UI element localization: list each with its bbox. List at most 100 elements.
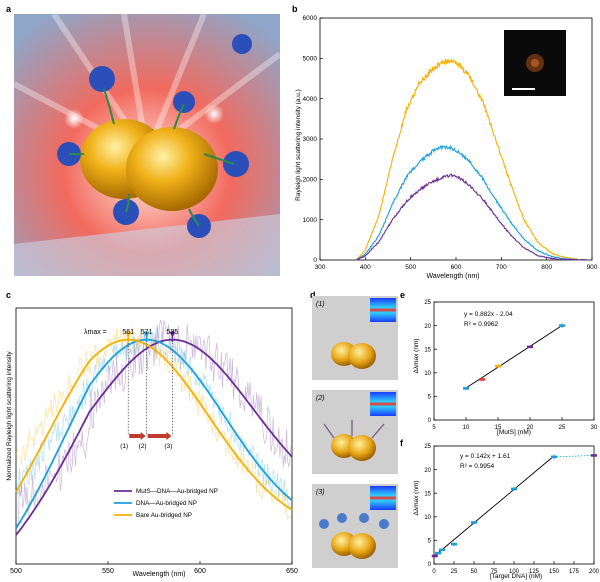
chart-b-xtick-label: 600 <box>451 264 462 271</box>
chart-c-lambda-label: λmax = <box>84 329 107 336</box>
chart-e-ytick-label: 15 <box>424 347 431 353</box>
chart-b-xtick-label: 800 <box>541 264 552 271</box>
chart-c-step-label: (2) <box>139 443 147 450</box>
chart-f-r-squared: R² = 0.9954 <box>460 463 495 470</box>
chart-b-ytick-label: 6000 <box>303 15 318 22</box>
chart-f-point <box>471 521 477 524</box>
chart-f-fit-equation: y = 0.142x + 1.61 <box>460 453 511 460</box>
simulation-panels: (1) (2) (3) <box>312 296 398 568</box>
chart-b-xtick-label: 300 <box>315 264 326 271</box>
sim-panel-2-label: (2) <box>316 395 325 402</box>
chart-c-xlabel: Wavelength (nm) <box>132 571 185 578</box>
chart-c-shift-arrow <box>147 434 167 438</box>
chart-f-point <box>451 542 457 546</box>
chart-c-xtick-label: 550 <box>102 568 114 575</box>
chart-e-ytick-label: 25 <box>424 300 431 306</box>
chart-c-legend-label: DNA—Au-bridged NP <box>136 500 197 507</box>
chart-f-ytick-label: 15 <box>424 491 431 497</box>
chart-e-point <box>495 364 501 368</box>
chart-b-ytick-label: 4000 <box>303 96 318 103</box>
chart-c-series-line <box>15 338 293 536</box>
chart-b-series-line <box>355 144 588 261</box>
chart-c-legend-label: Bare Au-bridged NP <box>136 512 192 519</box>
chart-f-xtick-label: 25 <box>451 569 458 575</box>
chart-b: Rayleigh light scattering intensity (a.u… <box>295 15 598 280</box>
chart-e-r-squared: R² = 0.9962 <box>464 321 499 328</box>
chart-c-shift-arrow <box>129 434 141 438</box>
chart-e-xtick-label: 20 <box>527 425 534 431</box>
chart-c-peak-arrowhead <box>169 331 176 338</box>
sim-panel-1: (1) <box>312 296 398 380</box>
chart-c-series-line <box>15 338 293 529</box>
chart-b-ytick-label: 5000 <box>303 56 318 63</box>
chart-f-xtick-label: 75 <box>491 569 498 575</box>
sim-panel-3: (3) <box>312 484 398 568</box>
chart-c-shift-arrowhead <box>140 432 146 440</box>
chart-c-peak-label: 571 <box>141 329 153 336</box>
chart-c-peak-arrowhead <box>143 331 150 338</box>
chart-e-xtick-label: 30 <box>591 425 598 431</box>
chart-c-xtick-label: 500 <box>10 568 22 575</box>
chart-e-xtick-label: 10 <box>463 425 470 431</box>
chart-f-ytick-label: 0 <box>428 562 432 568</box>
chart-e-ytick-label: 10 <box>424 371 431 377</box>
chart-c-peak-label: 561 <box>122 329 134 336</box>
chart-c-xtick-label: 600 <box>194 568 206 575</box>
chart-e-point <box>463 387 469 390</box>
chart-b-ylabel: Rayleigh light scattering intensity (a.u… <box>295 89 302 201</box>
chart-f-xtick-label: 125 <box>529 569 540 575</box>
panel-label-c: c <box>6 290 12 300</box>
chart-f: Δλmax (nm) [Target DNA] (nM) y = 0.142x … <box>413 444 600 580</box>
chart-e-fit-equation: y = 0.882x - 2.04 <box>464 311 513 318</box>
chart-b-ytick-label: 1000 <box>303 217 318 224</box>
chart-c-step-label: (3) <box>164 443 172 450</box>
chart-f-xtick-label: 150 <box>549 569 560 575</box>
chart-e-xtick-label: 25 <box>559 425 566 431</box>
chart-b-xtick-label: 500 <box>405 264 416 271</box>
sim-panel-1-label: (1) <box>316 301 325 308</box>
chart-b-xtick-label: 900 <box>587 264 598 271</box>
panel-label-d: d <box>310 290 316 300</box>
chart-f-ytick-label: 5 <box>428 539 432 545</box>
chart-f-point <box>591 454 597 457</box>
chart-f-ylabel: Δλmax (nm) <box>413 480 420 515</box>
chart-b-series-line <box>355 57 588 261</box>
chart-e-point <box>527 345 533 349</box>
chart-e-point <box>479 378 485 381</box>
panel-label-b: b <box>292 4 298 14</box>
chart-e-fit-line <box>465 325 563 389</box>
chart-c-peak-label: 585 <box>167 329 179 336</box>
chart-c-ylabel: Normalized Rayleigh light scattering int… <box>6 351 13 481</box>
chart-e-ytick-label: 20 <box>424 324 431 330</box>
chart-f-point <box>431 554 438 558</box>
chart-b-ytick-label: 0 <box>313 257 317 264</box>
panel-label-f: f <box>400 438 403 448</box>
chart-e: Δλmax (nm) [MutS] (nM) y = 0.882x - 2.04… <box>413 300 598 436</box>
chart-f-point <box>435 551 441 555</box>
chart-f-fit-line <box>433 455 555 557</box>
chart-c-shift-arrowhead <box>166 432 172 440</box>
chart-b-ytick-label: 2000 <box>303 177 318 184</box>
chart-c-peak-arrowhead <box>125 331 132 338</box>
chart-b-inset-image <box>504 30 566 96</box>
panel-label-e: e <box>400 290 406 300</box>
chart-e-point <box>559 324 565 327</box>
chart-f-xtick-label: 100 <box>509 569 520 575</box>
chart-b-xtick-label: 400 <box>360 264 371 271</box>
chart-f-xtick-label: 175 <box>569 569 580 575</box>
chart-e-frame <box>433 301 595 421</box>
chart-f-plateau-line <box>553 455 595 458</box>
chart-c-raw-trace <box>15 326 292 520</box>
chart-f-xtick-label: 50 <box>471 569 478 575</box>
chart-c-step-label: (1) <box>120 443 128 450</box>
panel-label-a: a <box>6 4 12 14</box>
chart-f-ytick-label: 10 <box>424 515 431 521</box>
chart-f-point <box>439 548 445 552</box>
chart-b-xlabel: Wavelength (nm) <box>426 273 479 280</box>
chart-b-ytick-label: 3000 <box>303 136 318 143</box>
chart-e-ylabel: Δλmax (nm) <box>413 338 420 373</box>
chart-f-xtick-label: 0 <box>432 569 436 575</box>
chart-b-xtick-label: 700 <box>496 264 507 271</box>
chart-f-xtick-label: 200 <box>589 569 600 575</box>
